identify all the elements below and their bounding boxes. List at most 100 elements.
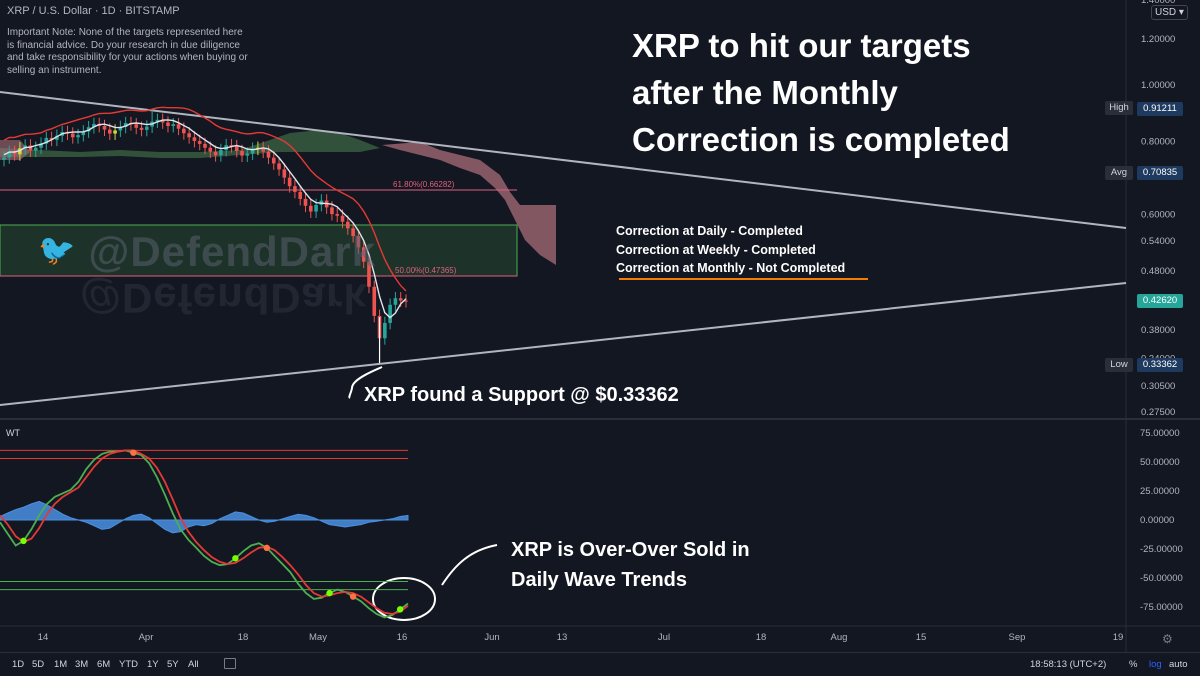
chevron-down-icon: ▾ [1178, 7, 1184, 18]
range-6m[interactable]: 6M [97, 659, 111, 670]
candle-body [393, 298, 398, 305]
calendar-icon[interactable] [224, 658, 236, 669]
price-tick-label: 0.80000 [1141, 137, 1175, 148]
wt-tick-label: -25.00000 [1140, 544, 1183, 555]
watermark-reflection: @DefendDark [80, 275, 368, 322]
price-tick-label: 0.60000 [1141, 209, 1175, 220]
wave-trend-group [0, 449, 409, 619]
correction-weekly: Correction at Weekly - Completed [616, 242, 816, 257]
last-price-value: 0.42620 [1137, 294, 1183, 308]
range-1y[interactable]: 1Y [147, 659, 159, 670]
candle [356, 229, 361, 254]
candle-body [356, 236, 361, 248]
wt-annotation-line-1: XRP is Over-Over Sold in [511, 539, 750, 561]
candle [271, 151, 276, 170]
time-tick-label: 18 [756, 632, 767, 643]
watermark-text: @DefendDark [88, 228, 377, 275]
correction-underline [619, 278, 868, 280]
clock[interactable]: 18:58:13 (UTC+2) [1030, 659, 1107, 670]
support-pointer [348, 366, 383, 399]
range-5d[interactable]: 5D [32, 659, 45, 670]
candle [383, 316, 387, 345]
candle-body [229, 145, 234, 147]
candle [44, 131, 49, 150]
candle-body [166, 122, 170, 127]
candle-body [298, 191, 303, 199]
time-tick-label: 18 [238, 632, 249, 643]
percent-toggle[interactable]: % [1129, 659, 1138, 670]
candle-body [92, 123, 96, 128]
candle-body [33, 147, 38, 151]
candle-body [340, 215, 345, 222]
candle [118, 120, 123, 137]
candle-body [335, 214, 340, 216]
candle [303, 192, 308, 213]
candle [261, 141, 265, 159]
candle-body [213, 151, 218, 156]
time-tick-label: Jul [658, 632, 670, 643]
wt1-line [0, 449, 409, 619]
candle-body [171, 124, 176, 127]
candle-body [176, 124, 181, 129]
range-1m[interactable]: 1M [54, 659, 68, 670]
candle [335, 207, 340, 223]
time-tick-label: 15 [916, 632, 927, 643]
upper-trendline [0, 91, 1127, 229]
candle-body [219, 150, 223, 156]
candle-body [107, 129, 112, 134]
candle-body [155, 119, 160, 122]
candle-body [86, 127, 91, 132]
range-1d[interactable]: 1D [12, 659, 25, 670]
auto-toggle[interactable]: auto [1169, 659, 1188, 670]
time-tick-label: May [309, 632, 327, 643]
candle-body [351, 228, 355, 237]
white-ma-line [3, 119, 407, 319]
candle-body [70, 133, 75, 138]
candle [308, 199, 313, 218]
correction-daily: Correction at Daily - Completed [616, 224, 803, 238]
candle [81, 125, 86, 142]
candle-body [271, 157, 276, 164]
range-5y[interactable]: 5Y [167, 659, 179, 670]
candle-body [18, 148, 22, 155]
high-value: 0.91211 [1137, 102, 1183, 116]
avg-value: 0.70835 [1137, 166, 1183, 180]
gear-icon[interactable]: ⚙ [1162, 632, 1173, 646]
candle [12, 145, 17, 161]
time-tick-label: 13 [557, 632, 568, 643]
log-toggle[interactable]: log [1149, 659, 1162, 670]
fib-label-61-8: 61.80%(0.66282) [393, 180, 455, 189]
candle [234, 139, 239, 158]
wt-annotation: XRP is Over-Over Sold in Daily Wave Tren… [511, 535, 750, 595]
candle [250, 142, 255, 161]
twitter-icon: 🐦 [38, 234, 77, 267]
range-all[interactable]: All [188, 659, 199, 670]
red-ma-line [3, 106, 407, 292]
candle-body [197, 141, 202, 144]
range-3m[interactable]: 3M [75, 659, 89, 670]
candle-body [383, 322, 387, 339]
wt-indicator-label[interactable]: WT [6, 428, 20, 438]
candle [176, 117, 181, 136]
price-tick-label: 0.54000 [1141, 236, 1175, 247]
candle-body [134, 124, 139, 128]
wt-pointer [441, 544, 498, 586]
candle [134, 117, 139, 135]
price-tick-label: 1.00000 [1141, 80, 1175, 91]
candle [18, 142, 22, 161]
time-tick-label: 16 [397, 632, 408, 643]
candle [33, 141, 38, 158]
wt-tick-label: -75.00000 [1140, 602, 1183, 613]
candle [39, 137, 43, 155]
wt-tick-label: 75.00000 [1140, 428, 1180, 439]
candle-body [44, 137, 49, 144]
candle-body [145, 126, 149, 130]
candle [145, 120, 149, 137]
candle-body [314, 204, 318, 212]
range-ytd[interactable]: YTD [119, 659, 138, 670]
candle [123, 116, 128, 134]
currency-selector[interactable]: USD ▾ [1151, 5, 1188, 20]
candle-body [118, 126, 123, 131]
symbol-title[interactable]: XRP / U.S. Dollar · 1D · BITSTAMP [7, 5, 180, 17]
